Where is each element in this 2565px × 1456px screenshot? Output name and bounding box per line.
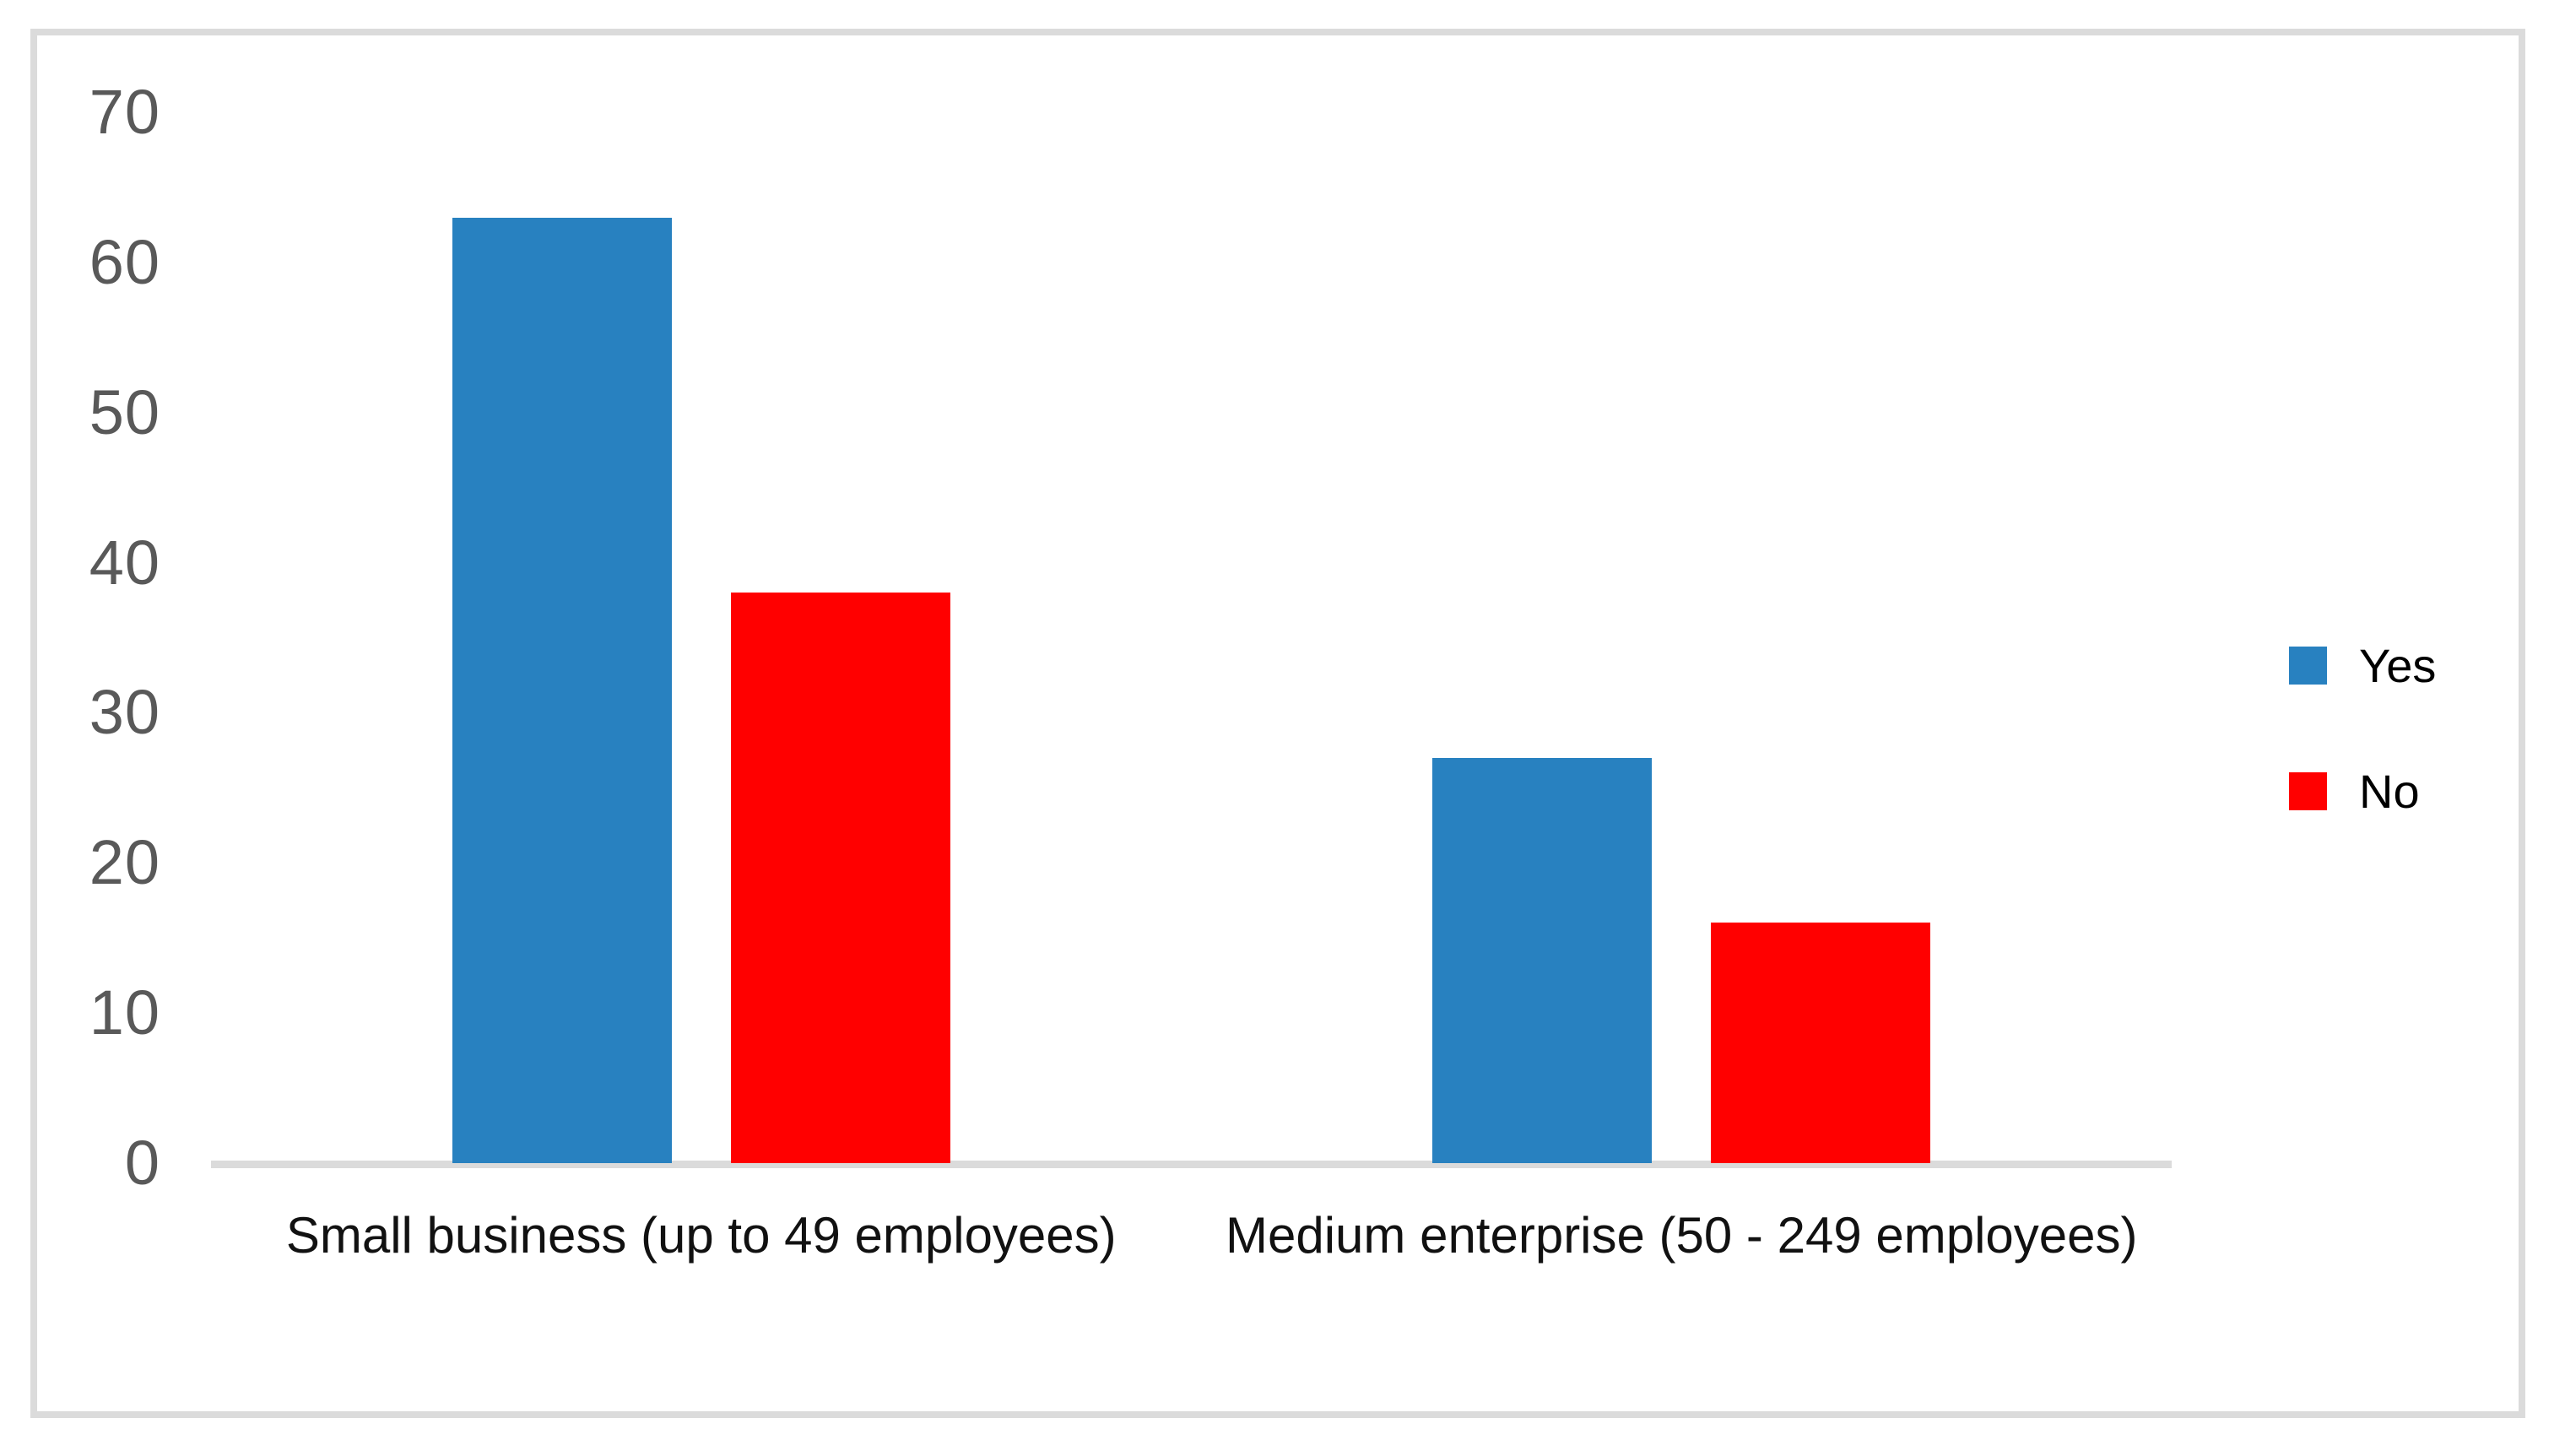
bar-no-category-1 <box>730 593 950 1163</box>
y-axis-tick-label: 10 <box>89 977 160 1048</box>
legend-item-yes: Yes <box>2289 636 2436 695</box>
y-axis-tick-label: 0 <box>124 1128 160 1198</box>
chart-border-box <box>30 29 2525 1418</box>
y-axis-tick-label: 50 <box>89 376 160 447</box>
category-label: Small business (up to 49 employees) <box>285 1207 1117 1264</box>
x-axis-line <box>211 1161 2172 1168</box>
category-label: Medium enterprise (50 - 249 employees) <box>1226 1207 2138 1264</box>
y-axis-tick-label: 30 <box>89 677 160 748</box>
y-axis-tick-label: 70 <box>89 77 160 147</box>
legend-swatch-yes <box>2289 646 2327 685</box>
legend-item-no: No <box>2289 761 2420 820</box>
bar-no-category-2 <box>1711 923 1931 1163</box>
bar-yes-category-2 <box>1432 757 1653 1163</box>
bar-yes-category-1 <box>452 217 672 1163</box>
y-axis-tick-label: 60 <box>89 226 160 297</box>
y-axis-tick-label: 40 <box>89 527 160 598</box>
legend-label: No <box>2359 764 2420 818</box>
y-axis-tick-label: 20 <box>89 827 160 898</box>
plot-area <box>211 112 2172 1168</box>
legend-label: Yes <box>2359 638 2437 692</box>
legend-swatch-no <box>2289 771 2327 810</box>
